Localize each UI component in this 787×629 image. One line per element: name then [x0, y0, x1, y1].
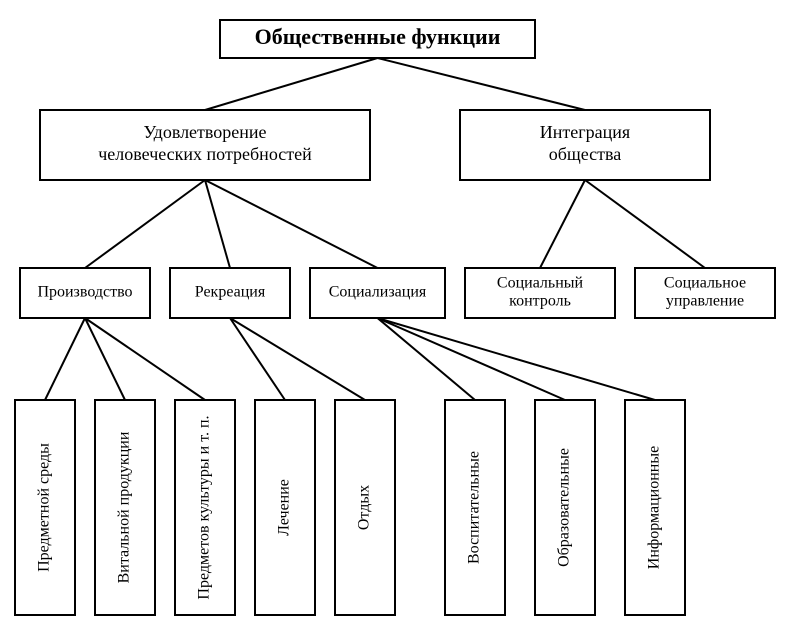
edge-root-integ	[378, 58, 586, 110]
node-l7: Образовательные	[535, 400, 595, 615]
node-label: Производство	[37, 284, 132, 301]
node-label: человеческих потребностей	[98, 144, 312, 164]
node-label: Информационные	[646, 446, 663, 569]
node-needs: Удовлетворениечеловеческих потребностей	[40, 110, 370, 180]
node-label: Лечение	[276, 479, 293, 536]
node-root: Общественные функции	[220, 20, 535, 58]
node-prod: Производство	[20, 268, 150, 318]
edge-soc-l7	[378, 318, 566, 400]
edge-needs-soc	[205, 180, 378, 268]
edge-recr-l4	[230, 318, 285, 400]
node-label: Воспитательные	[466, 451, 483, 564]
node-label: Интеграция	[540, 122, 630, 142]
node-label: Образовательные	[556, 448, 573, 567]
edge-root-needs	[205, 58, 378, 110]
edge-prod-l3	[85, 318, 205, 400]
node-label: Социализация	[329, 284, 427, 301]
node-label: Социальное	[664, 275, 746, 292]
node-integ: Интеграцияобщества	[460, 110, 710, 180]
nodes: Общественные функции Удовлетворениечелове…	[15, 20, 775, 615]
node-label: Удовлетворение	[143, 122, 266, 142]
node-l1: Предметной среды	[15, 400, 75, 615]
node-l5: Отдых	[335, 400, 395, 615]
edge-integ-mgmt	[585, 180, 705, 268]
node-label: контроль	[509, 293, 571, 310]
node-l6: Воспитательные	[445, 400, 505, 615]
node-label: Предметной среды	[36, 443, 53, 572]
node-mgmt: Социальноеуправление	[635, 268, 775, 318]
node-l2: Витальной продукции	[95, 400, 155, 615]
node-l3: Предметов культуры и т. п.	[175, 400, 235, 615]
edge-needs-recr	[205, 180, 230, 268]
node-label: Общественные функции	[255, 24, 501, 49]
node-label: Предметов культуры и т. п.	[196, 415, 213, 599]
edge-prod-l1	[45, 318, 85, 400]
node-label: Отдых	[356, 485, 373, 530]
edge-recr-l5	[230, 318, 365, 400]
node-recr: Рекреация	[170, 268, 290, 318]
node-label: общества	[549, 144, 622, 164]
node-l8: Информационные	[625, 400, 685, 615]
edge-needs-prod	[85, 180, 205, 268]
edge-prod-l2	[85, 318, 125, 400]
node-ctrl: Социальныйконтроль	[465, 268, 615, 318]
node-soc: Социализация	[310, 268, 445, 318]
node-label: Витальной продукции	[116, 431, 133, 583]
node-label: Рекреация	[195, 284, 266, 301]
hierarchy-diagram: Общественные функции Удовлетворениечелове…	[0, 0, 787, 629]
node-l4: Лечение	[255, 400, 315, 615]
node-label: Социальный	[497, 275, 584, 292]
edge-integ-ctrl	[540, 180, 585, 268]
edge-soc-l6	[378, 318, 476, 400]
node-label: управление	[666, 293, 744, 310]
edge-soc-l8	[378, 318, 656, 400]
